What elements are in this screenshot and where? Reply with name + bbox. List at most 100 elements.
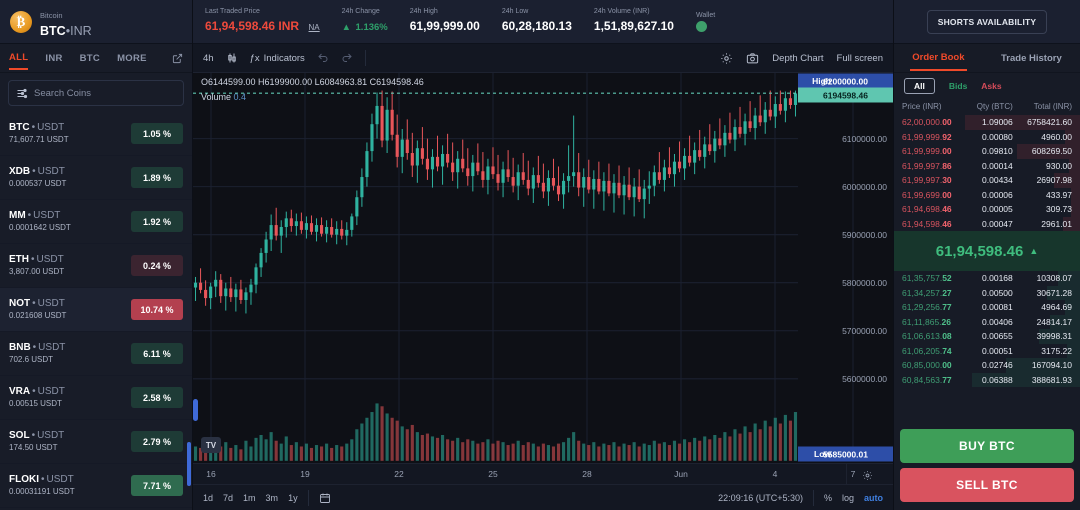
price-tick: 5800000.00 xyxy=(842,277,887,288)
depth-chart-button[interactable]: Depth Chart xyxy=(772,52,824,64)
filter-bids[interactable]: Bids xyxy=(948,81,968,91)
coin-symbol: XDB • USDT xyxy=(9,166,65,178)
bid-rows[interactable]: 61,35,757.52 0.00168 10308.07 61,34,257.27 0… xyxy=(894,271,1080,387)
coin-row-eth[interactable]: ETH • USDT 3,807.00 USDT 0.24 % xyxy=(0,244,192,288)
auto-scale-button[interactable]: auto xyxy=(864,492,883,503)
order-price: 60,85,000.00 xyxy=(902,360,952,371)
orderbook-row[interactable]: 61,94,598.46 0.00047 2961.01 xyxy=(894,216,1080,231)
indicators-button[interactable]: ƒx Indicators xyxy=(250,53,305,64)
order-total: 30671.28 xyxy=(1036,287,1073,298)
search-box[interactable] xyxy=(8,80,184,106)
price-axis[interactable]: 6100000.00 6000000.00 5900000.00 5800000.00… xyxy=(798,73,893,463)
indicators-label: Indicators xyxy=(263,52,305,64)
timeframe-1d[interactable]: 1d xyxy=(203,492,214,503)
coin-symbol: SOL • USDT xyxy=(9,430,65,442)
orderbook-row[interactable]: 61,99,699.00 0.00006 433.97 xyxy=(894,187,1080,202)
chart-canvas xyxy=(193,73,854,461)
sell-button[interactable]: SELL BTC xyxy=(900,468,1074,502)
coin-row-not[interactable]: NOT • USDT 0.021608 USDT 10.74 % xyxy=(0,288,192,332)
coin-quote: • USDT xyxy=(39,474,74,486)
tab-inr[interactable]: INR xyxy=(45,53,63,64)
orderbook-row[interactable]: 61,99,999.92 0.00080 4960.00 xyxy=(894,129,1080,144)
tab-all[interactable]: ALL xyxy=(9,46,29,70)
orderbook-row[interactable]: 61,99,999.00 0.09810 608269.50 xyxy=(894,144,1080,159)
coin-row-floki[interactable]: FLOKI • USDT 0.00031191 USDT 7.71 % xyxy=(0,464,192,508)
orderbook-row[interactable]: 61,06,205.74 0.00051 3175.22 xyxy=(894,343,1080,358)
chart-left-handle[interactable] xyxy=(193,399,198,421)
calendar-icon[interactable] xyxy=(319,492,331,504)
order-price: 61,35,757.52 xyxy=(902,273,952,284)
candlestick-icon[interactable] xyxy=(226,52,238,64)
trade-buttons: BUY BTC SELL BTC xyxy=(894,425,1080,510)
timeframe-1m[interactable]: 1m xyxy=(243,492,256,503)
order-total: 4964.69 xyxy=(1041,302,1073,313)
order-qty: 0.00047 xyxy=(982,218,1013,229)
order-total: 4960.00 xyxy=(1041,131,1073,142)
order-total: 3175.22 xyxy=(1041,345,1073,356)
log-scale-button[interactable]: log xyxy=(841,492,854,503)
filter-all[interactable]: All xyxy=(904,78,935,94)
orderbook-row[interactable]: 61,35,757.52 0.00168 10308.07 xyxy=(894,271,1080,286)
external-link-icon[interactable] xyxy=(172,53,183,64)
gear-icon[interactable] xyxy=(720,52,733,65)
sidebar-scrollbar[interactable] xyxy=(187,442,191,486)
search-input[interactable] xyxy=(34,87,176,99)
order-qty: 0.00434 xyxy=(982,175,1013,186)
coin-quote: • USDT xyxy=(29,254,64,266)
orderbook-row[interactable]: 61,11,865.26 0.00406 24814.17 xyxy=(894,314,1080,329)
time-tick: 4 xyxy=(772,469,778,479)
order-price: 61,06,205.74 xyxy=(902,345,952,356)
orderbook-row[interactable]: 61,06,613.08 0.00655 39998.31 xyxy=(894,329,1080,344)
orderbook-row[interactable]: 61,29,256.77 0.00081 4964.69 xyxy=(894,300,1080,315)
buy-button[interactable]: BUY BTC xyxy=(900,429,1074,463)
orderbook-row[interactable]: 60,84,563.77 0.06388 388681.93 xyxy=(894,372,1080,387)
fullscreen-button[interactable]: Full screen xyxy=(836,52,883,64)
filter-asks[interactable]: Asks xyxy=(981,81,1002,91)
camera-icon[interactable] xyxy=(746,52,759,65)
timeframe-1y[interactable]: 1y xyxy=(288,492,298,503)
timeframe-3m[interactable]: 3m xyxy=(265,492,279,503)
mid-price-value: 61,94,598.46 xyxy=(935,242,1024,260)
column-total: Total (INR) xyxy=(1033,102,1073,111)
order-qty: 0.00168 xyxy=(982,273,1013,284)
tab-btc[interactable]: BTC xyxy=(79,53,101,64)
interval-selector[interactable]: 4h xyxy=(203,52,214,64)
pair-base: BTC xyxy=(40,23,66,38)
coin-row-sol[interactable]: SOL • USDT 174.50 USDT 2.79 % xyxy=(0,420,192,464)
tab-order-book[interactable]: Order Book xyxy=(910,46,967,71)
order-qty: 0.00655 xyxy=(982,331,1013,342)
shorts-availability-button[interactable]: SHORTS AVAILABILITY xyxy=(926,9,1048,34)
search-container xyxy=(0,73,192,112)
redo-icon[interactable] xyxy=(341,52,353,64)
coin-row-btc[interactable]: BTC • USDT 71,607.71 USDT 1.05 % xyxy=(0,112,192,156)
high-block: 24h High 61,99,999.00 xyxy=(410,7,480,37)
orderbook-row[interactable]: 61,94,698.46 0.00005 309.73 xyxy=(894,202,1080,217)
undo-icon[interactable] xyxy=(317,52,329,64)
orderbook-row[interactable]: 61,34,257.27 0.00500 30671.28 xyxy=(894,285,1080,300)
tradingview-logo[interactable]: TV xyxy=(201,437,221,453)
coin-price: 0.021608 USDT xyxy=(9,310,67,320)
ask-rows[interactable]: 62,00,000.00 1.09006 6758421.60 61,99,999.9… xyxy=(894,115,1080,231)
candlestick-chart[interactable]: O6144599.00 H6199900.00 L6084963.81 C619… xyxy=(193,73,893,463)
coin-row-xdb[interactable]: XDB • USDT 0.000537 USDT 1.89 % xyxy=(0,156,192,200)
coin-row-vra[interactable]: VRA • USDT 0.00515 USDT 2.58 % xyxy=(0,376,192,420)
na-badge: NA xyxy=(308,22,320,32)
time-axis[interactable]: 16 19 22 25 28 Jun 4 7 xyxy=(193,463,893,484)
orderbook-row[interactable]: 61,99,997.30 0.00434 26907.98 xyxy=(894,173,1080,188)
wallet-status-icon[interactable] xyxy=(695,20,707,32)
tab-trade-history[interactable]: Trade History xyxy=(1001,52,1062,64)
tab-more[interactable]: MORE xyxy=(117,53,147,64)
orderbook-row[interactable]: 61,99,997.86 0.00014 930.00 xyxy=(894,158,1080,173)
coin-list[interactable]: BTC • USDT 71,607.71 USDT 1.05 % XDB • USDT… xyxy=(0,112,192,510)
orderbook-row[interactable]: 62,00,000.00 1.09006 6758421.60 xyxy=(894,115,1080,130)
timeframe-7d[interactable]: 7d xyxy=(223,492,234,503)
orderbook-row[interactable]: 60,85,000.00 0.02746 167094.10 xyxy=(894,358,1080,373)
gear-icon[interactable] xyxy=(862,468,873,486)
coin-symbol: BNB • USDT xyxy=(9,342,66,354)
coin-row-mm[interactable]: MM • USDT 0.0001642 USDT 1.92 % xyxy=(0,200,192,244)
coin-change-badge: 1.89 % xyxy=(131,167,183,188)
percent-scale-button[interactable]: % xyxy=(823,492,832,503)
coin-row-bnb[interactable]: BNB • USDT 702.6 USDT 6.11 % xyxy=(0,332,192,376)
order-total: 930.00 xyxy=(1046,160,1073,171)
